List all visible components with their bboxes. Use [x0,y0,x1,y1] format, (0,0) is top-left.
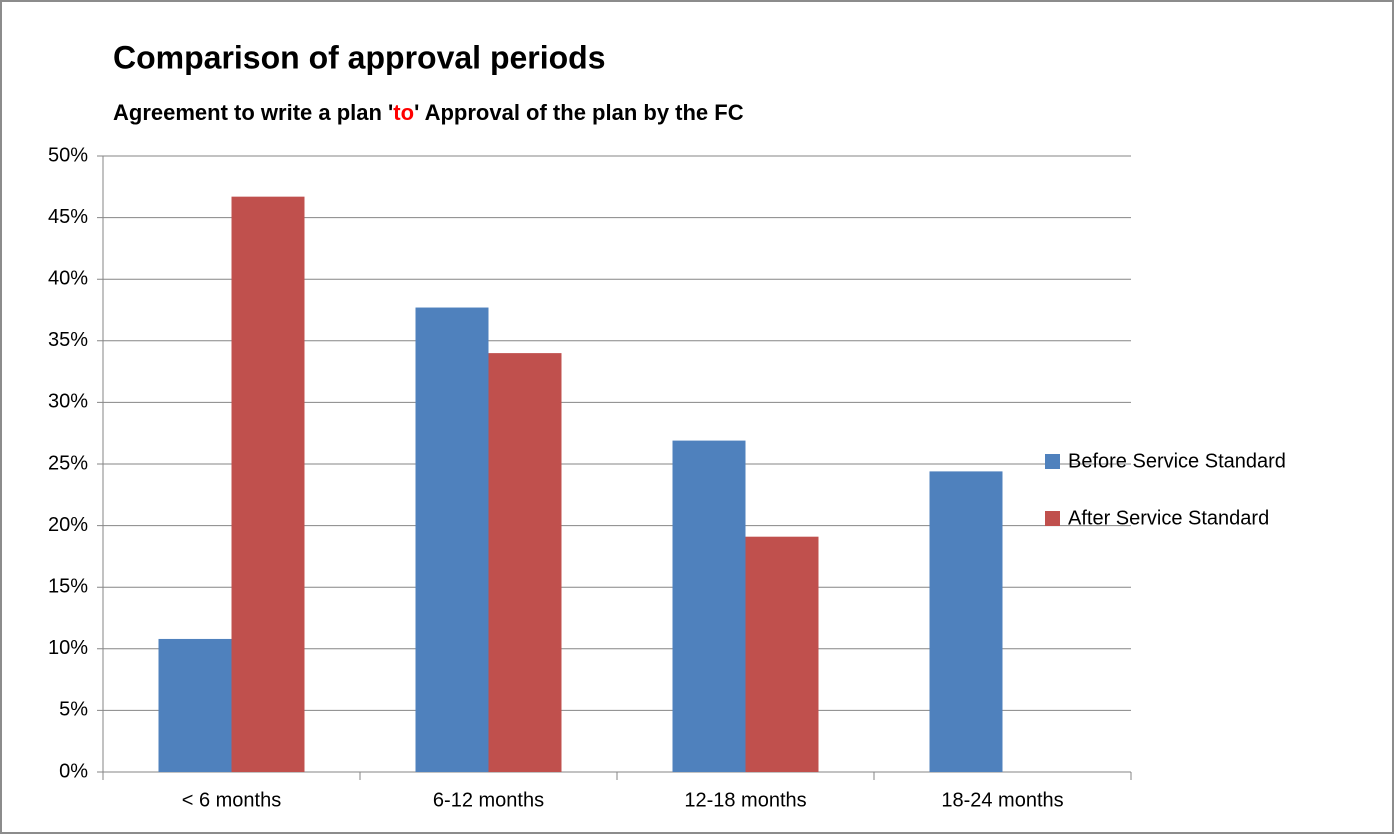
x-tick-label: 12-18 months [684,789,806,811]
bar [488,353,562,772]
chart-subtitle: Agreement to write a plan 'to' Approval … [113,100,744,125]
chart-title: Comparison of approval periods [113,39,606,75]
bar [231,196,305,772]
x-tick-label: 6-12 months [433,789,544,811]
x-tick-label: < 6 months [182,789,282,811]
y-tick-label: 15% [48,575,88,597]
y-tick-label: 10% [48,637,88,659]
y-tick-label: 20% [48,514,88,536]
y-tick-label: 50% [48,144,88,166]
legend-label: After Service Standard [1068,507,1269,529]
subtitle-part: ' Approval of the plan by the FC [414,100,744,125]
bar [929,471,1003,772]
y-tick-label: 5% [59,699,88,721]
subtitle-part: Agreement to write a plan ' [113,100,393,125]
y-tick-label: 45% [48,206,88,228]
y-tick-label: 35% [48,329,88,351]
y-tick-label: 40% [48,267,88,289]
x-tick-label: 18-24 months [941,789,1063,811]
y-tick-label: 0% [59,760,88,782]
bar [415,307,489,772]
legend-swatch [1045,454,1060,469]
subtitle-part: to [393,100,414,125]
y-tick-label: 25% [48,452,88,474]
legend-swatch [1045,511,1060,526]
bar [672,440,746,772]
y-tick-label: 30% [48,391,88,413]
bar [158,638,232,772]
legend-label: Before Service Standard [1068,450,1286,472]
bar [745,536,819,772]
